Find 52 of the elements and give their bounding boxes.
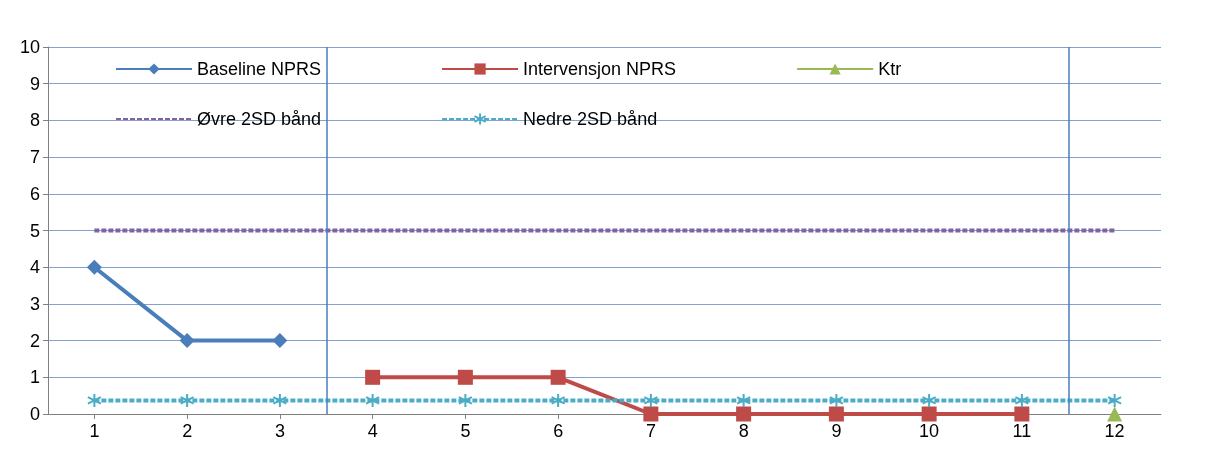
point [179, 392, 195, 408]
y-tick-label: 10 [19, 37, 40, 57]
point [828, 392, 844, 408]
point [272, 392, 288, 408]
point [86, 392, 102, 408]
point [1107, 406, 1123, 422]
point [1107, 392, 1123, 408]
legend-label: Nedre 2SD bånd [523, 109, 658, 129]
x-tick-label: 12 [1104, 421, 1125, 441]
x-tick-label: 11 [1012, 421, 1032, 441]
y-tick-label: 2 [29, 330, 40, 351]
x-tick-label: 5 [460, 421, 471, 441]
x-tick-label: 9 [831, 421, 842, 441]
point [550, 392, 566, 408]
point [1014, 392, 1030, 408]
legend-label: Øvre 2SD bånd [197, 109, 322, 129]
y-tick-label: 9 [29, 73, 40, 94]
legend-label: Intervensjon NPRS [523, 59, 677, 79]
y-tick-label: 3 [29, 293, 40, 314]
x-tick-label: 7 [645, 421, 656, 441]
point [736, 406, 752, 422]
point [272, 333, 288, 349]
point [643, 392, 659, 408]
x-tick-label: 6 [553, 421, 564, 441]
legend-label: Ktr [878, 59, 902, 79]
point [179, 333, 195, 349]
point [86, 259, 102, 275]
x-tick-label: 2 [182, 421, 193, 441]
y-tick-label: 7 [29, 147, 40, 168]
point [457, 369, 473, 385]
point [643, 406, 659, 422]
y-tick-label: 5 [29, 220, 40, 241]
x-tick-label: 4 [367, 421, 378, 441]
point [1014, 406, 1030, 422]
x-tick-label: 8 [738, 421, 749, 441]
legend-label: Baseline NPRS [197, 59, 322, 79]
point [365, 369, 381, 385]
point [457, 392, 473, 408]
x-tick-label: 3 [274, 421, 285, 441]
y-tick-label: 0 [29, 404, 40, 424]
point [921, 392, 937, 408]
point [828, 406, 844, 422]
point [921, 406, 937, 422]
point [736, 392, 752, 408]
point [550, 369, 566, 385]
point [365, 392, 381, 408]
x-tick-label: 10 [919, 421, 940, 441]
x-tick-label: 1 [89, 421, 100, 441]
y-tick-label: 8 [29, 110, 40, 131]
y-tick-label: 4 [29, 257, 40, 278]
y-tick-label: 1 [29, 367, 40, 388]
y-tick-label: 6 [29, 183, 40, 204]
